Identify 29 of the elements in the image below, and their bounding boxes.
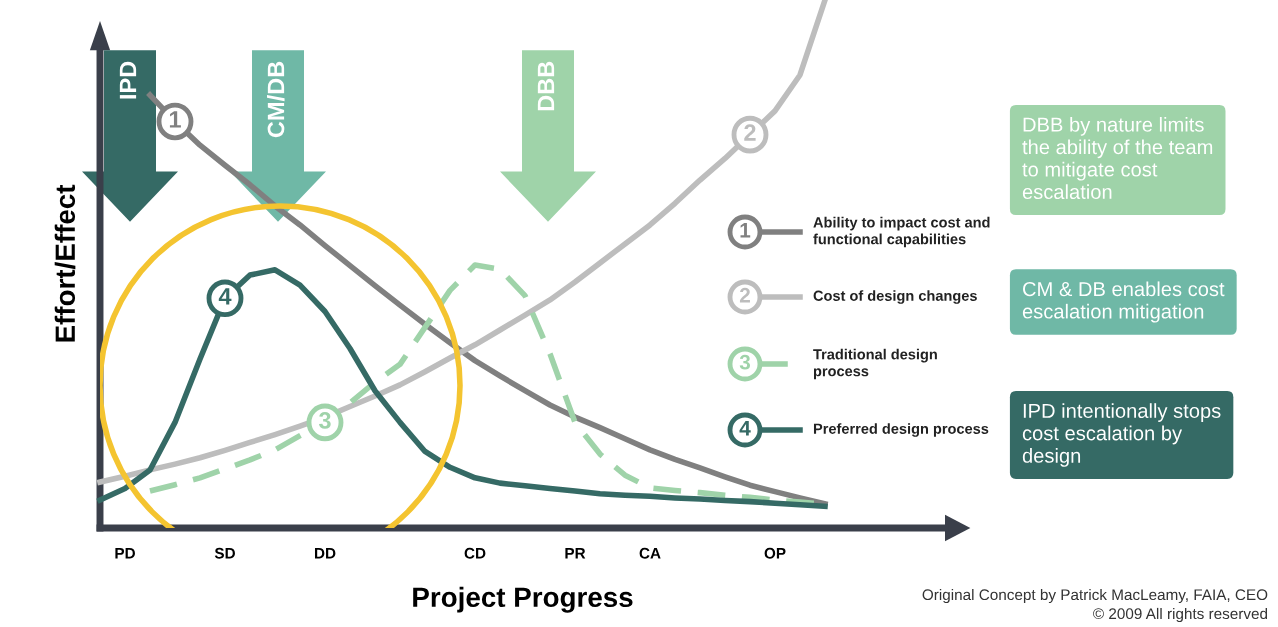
annotation: 2 <box>744 124 756 141</box>
legend-label: Cost of design changes <box>813 290 977 304</box>
legend-label: Traditional design process <box>813 348 937 380</box>
x-tick-label: PR <box>565 548 586 559</box>
annotation: 3 <box>318 412 331 429</box>
x-tick-label: PD <box>115 548 135 559</box>
annotation: IPD <box>119 61 137 99</box>
x-axis-title: Project Progress <box>413 586 633 613</box>
text: © 2009 All rights reserved <box>1093 607 1268 623</box>
text: Original Concept by Patrick MacLeamy, FAIA, CEO <box>922 588 1268 604</box>
x-tick-label: DD <box>314 548 336 559</box>
text: 2 <box>739 287 750 303</box>
text: 1 <box>740 223 751 238</box>
text: CM & DB enables cost escalation mitigation <box>1022 281 1225 323</box>
text: 4 <box>739 421 751 436</box>
x-tick-label: SD <box>214 547 235 559</box>
text: IPD intentionally stops cost escalation by design <box>1022 403 1221 467</box>
annotation: CM/DB <box>267 61 285 138</box>
annotation: 1 <box>169 111 181 128</box>
x-tick-label: OP <box>764 547 786 559</box>
annotation: DBB <box>537 61 555 111</box>
y-axis-title: Effort/Effect <box>54 184 76 342</box>
text: DBB by nature limits the ability of the team to mitigate cost escalation <box>1022 116 1213 200</box>
legend-label: Preferred design process <box>813 423 989 437</box>
x-tick-label: CD <box>464 547 486 559</box>
annotation: 4 <box>218 288 232 305</box>
x-tick-label: CA <box>639 547 661 559</box>
legend-label: Ability to impact cost and functional capabilities <box>813 216 990 248</box>
text: 3 <box>739 354 751 370</box>
